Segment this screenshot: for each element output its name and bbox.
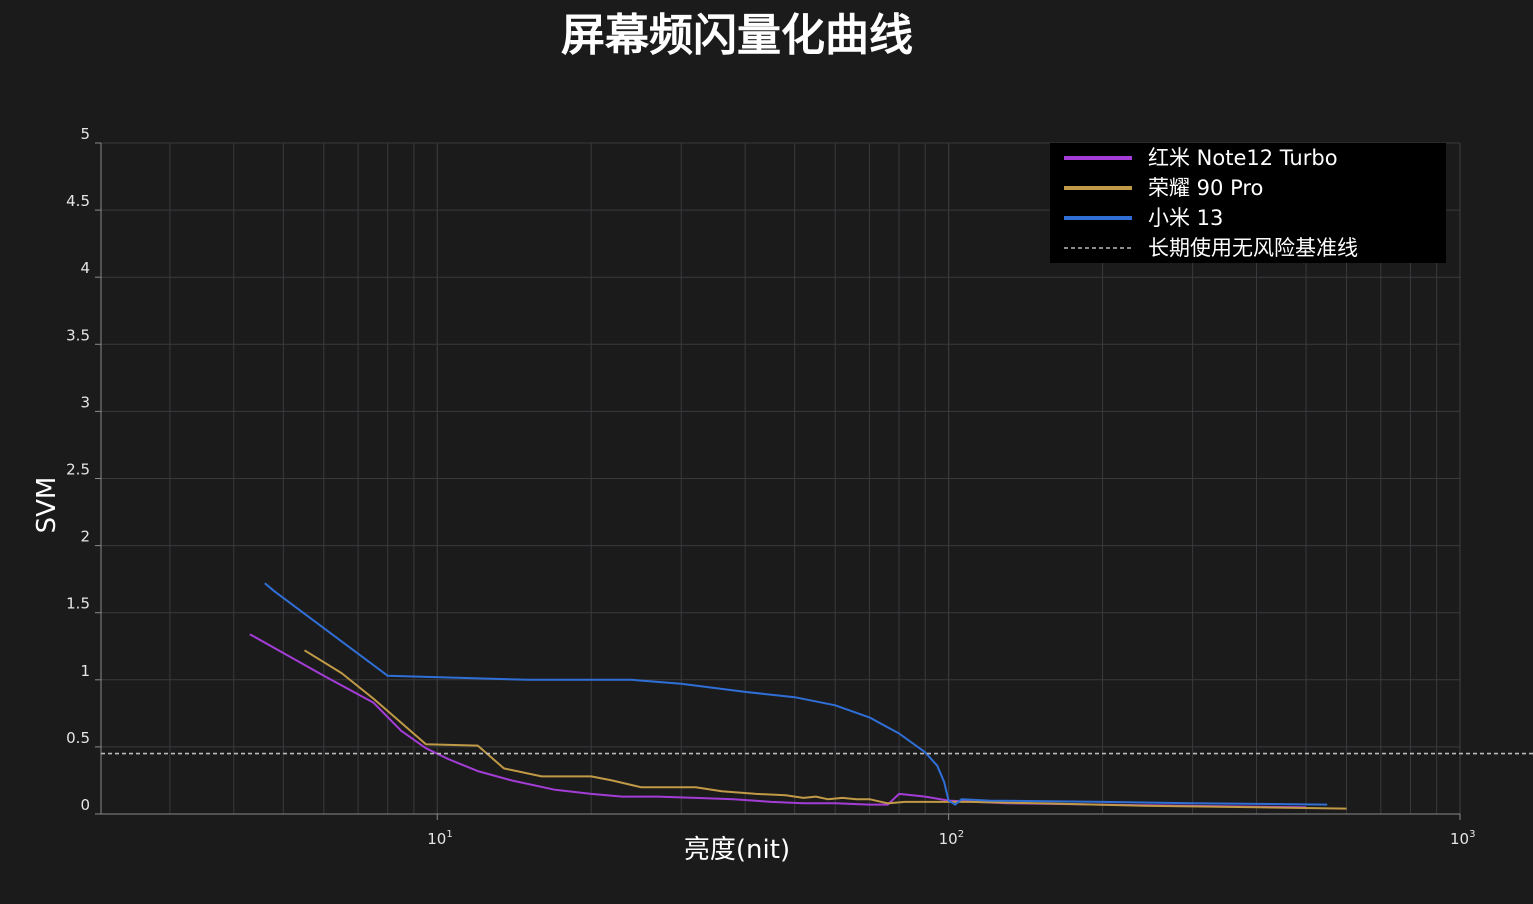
y-tick-label: 4.5 bbox=[66, 192, 90, 210]
y-tick-label: 3 bbox=[80, 393, 90, 411]
x-tick-exponent: 3 bbox=[1469, 829, 1475, 840]
y-tick-label: 5 bbox=[80, 125, 90, 143]
y-tick-label: 3.5 bbox=[66, 326, 90, 344]
x-tick-base: 10 bbox=[939, 830, 958, 848]
legend-label-1: 红米 Note12 Turbo bbox=[1148, 146, 1338, 170]
x-tick-base: 10 bbox=[427, 830, 446, 848]
y-tick-label: 0 bbox=[80, 796, 90, 814]
x-tick-label: 103 bbox=[1450, 829, 1475, 848]
legend-label-3: 小米 13 bbox=[1148, 206, 1223, 230]
legend: 红米 Note12 Turbo 荣耀 90 Pro 小米 13 长期使用无风险基准线 bbox=[1050, 143, 1446, 263]
y-axis-label: SVM bbox=[32, 477, 62, 534]
y-tick-label: 4 bbox=[80, 259, 90, 277]
x-tick-label: 101 bbox=[427, 829, 452, 848]
series-line-3 bbox=[265, 583, 1327, 804]
x-tick-exponent: 1 bbox=[446, 829, 452, 840]
chart-title: 屏幕频闪量化曲线 bbox=[561, 10, 913, 61]
x-tick-base: 10 bbox=[1450, 830, 1469, 848]
y-tick-label: 2 bbox=[80, 528, 90, 546]
y-tick-label: 1 bbox=[80, 662, 90, 680]
y-tick-label: 0.5 bbox=[66, 729, 90, 747]
x-axis-label: 亮度(nit) bbox=[684, 835, 790, 865]
legend-label-4: 长期使用无风险基准线 bbox=[1148, 236, 1358, 260]
series-line-2 bbox=[305, 650, 1347, 808]
y-axis-ticks: 0 0.5 1 1.5 2 2.5 3 3.5 4 4.5 5 bbox=[66, 125, 101, 814]
x-axis-ticks: 101 102 103 bbox=[427, 814, 1475, 848]
y-tick-label: 2.5 bbox=[66, 461, 90, 479]
x-tick-exponent: 2 bbox=[958, 829, 964, 840]
y-tick-label: 1.5 bbox=[66, 595, 90, 613]
legend-label-2: 荣耀 90 Pro bbox=[1148, 176, 1263, 200]
x-tick-label: 102 bbox=[939, 829, 964, 848]
series-line-1 bbox=[250, 634, 1306, 807]
